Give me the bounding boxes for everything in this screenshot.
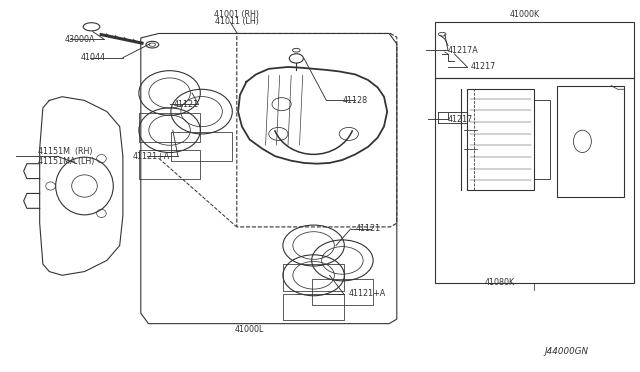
Text: J44000GN: J44000GN — [545, 347, 589, 356]
Text: 43000A: 43000A — [64, 35, 95, 44]
Bar — [435, 78, 634, 283]
Text: 41080K: 41080K — [484, 278, 515, 287]
Bar — [467, 89, 534, 190]
Bar — [139, 150, 200, 179]
Bar — [283, 294, 344, 320]
Bar — [171, 132, 232, 161]
Text: 41151M  (RH)
41151MA (LH): 41151M (RH) 41151MA (LH) — [38, 147, 95, 166]
Text: 41000L: 41000L — [235, 325, 264, 334]
Text: 41121+A: 41121+A — [349, 289, 386, 298]
Bar — [139, 113, 200, 142]
Text: 41217A: 41217A — [448, 46, 479, 55]
Bar — [557, 86, 624, 197]
Text: 41121: 41121 — [173, 100, 198, 109]
Text: 41217: 41217 — [448, 115, 473, 124]
Text: 41128: 41128 — [342, 96, 367, 105]
Text: 41121: 41121 — [355, 224, 380, 233]
Text: 41011 (LH): 41011 (LH) — [215, 17, 259, 26]
Text: 41000K: 41000K — [509, 10, 540, 19]
Bar — [435, 22, 634, 78]
Text: 41001 (RH): 41001 (RH) — [214, 10, 259, 19]
Text: 41044: 41044 — [81, 53, 106, 62]
Bar — [312, 279, 373, 305]
Text: 41217: 41217 — [470, 62, 495, 71]
Bar — [283, 264, 344, 291]
Text: 41121+A: 41121+A — [132, 152, 170, 161]
Bar — [534, 100, 550, 179]
